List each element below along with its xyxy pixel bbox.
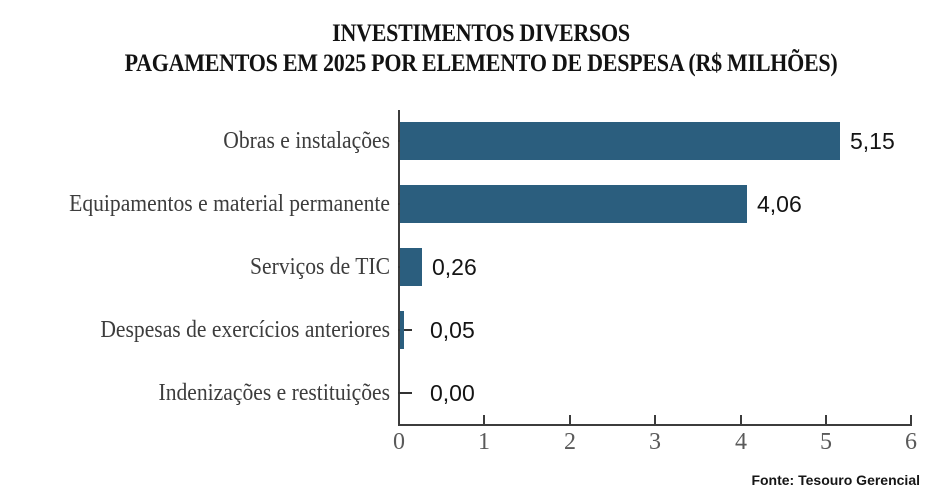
x-axis-line bbox=[398, 424, 912, 426]
x-axis-tick-mark bbox=[740, 415, 742, 424]
chart-title-line1: INVESTIMENTOS DIVERSOS bbox=[332, 20, 630, 47]
category-label: Obras e instalações bbox=[223, 128, 390, 154]
bar bbox=[400, 248, 423, 286]
x-axis-tick-label: 3 bbox=[649, 429, 661, 455]
x-axis-tick-mark bbox=[910, 415, 912, 424]
chart-title: INVESTIMENTOS DIVERSOS PAGAMENTOS EM 202… bbox=[80, 19, 883, 79]
bar bbox=[400, 185, 747, 223]
x-axis-tick-label: 2 bbox=[564, 429, 576, 455]
x-axis-tick-label: 6 bbox=[905, 429, 917, 455]
bar-value-label: 0,26 bbox=[432, 254, 477, 280]
bar-value-label: 5,15 bbox=[850, 128, 895, 154]
x-axis-tick-label: 5 bbox=[820, 429, 832, 455]
category-tick-mark bbox=[398, 329, 412, 331]
bar-value-label: 0,00 bbox=[430, 380, 475, 406]
bar bbox=[400, 311, 405, 349]
x-axis-tick-label: 4 bbox=[735, 429, 747, 455]
bar-value-label: 4,06 bbox=[757, 191, 802, 217]
category-label: Serviços de TIC bbox=[250, 254, 390, 280]
x-axis-tick-mark bbox=[569, 415, 571, 424]
y-axis-line bbox=[398, 110, 400, 426]
x-axis-tick-mark bbox=[825, 415, 827, 424]
x-axis-tick-label: 0 bbox=[393, 429, 405, 455]
x-axis-tick-label: 1 bbox=[478, 429, 490, 455]
category-label: Indenizações e restituições bbox=[158, 380, 390, 406]
bar-value-label: 0,05 bbox=[430, 317, 475, 343]
category-tick-mark bbox=[398, 392, 412, 394]
chart-title-line2: PAGAMENTOS EM 2025 POR ELEMENTO DE DESPE… bbox=[124, 50, 838, 77]
x-axis-tick-mark bbox=[654, 415, 656, 424]
category-label: Despesas de exercícios anteriores bbox=[100, 317, 390, 343]
category-label: Equipamentos e material permanente bbox=[69, 191, 390, 217]
source-note: Fonte: Tesouro Gerencial bbox=[751, 472, 920, 488]
x-axis-tick-mark bbox=[483, 415, 485, 424]
bar bbox=[400, 122, 840, 160]
